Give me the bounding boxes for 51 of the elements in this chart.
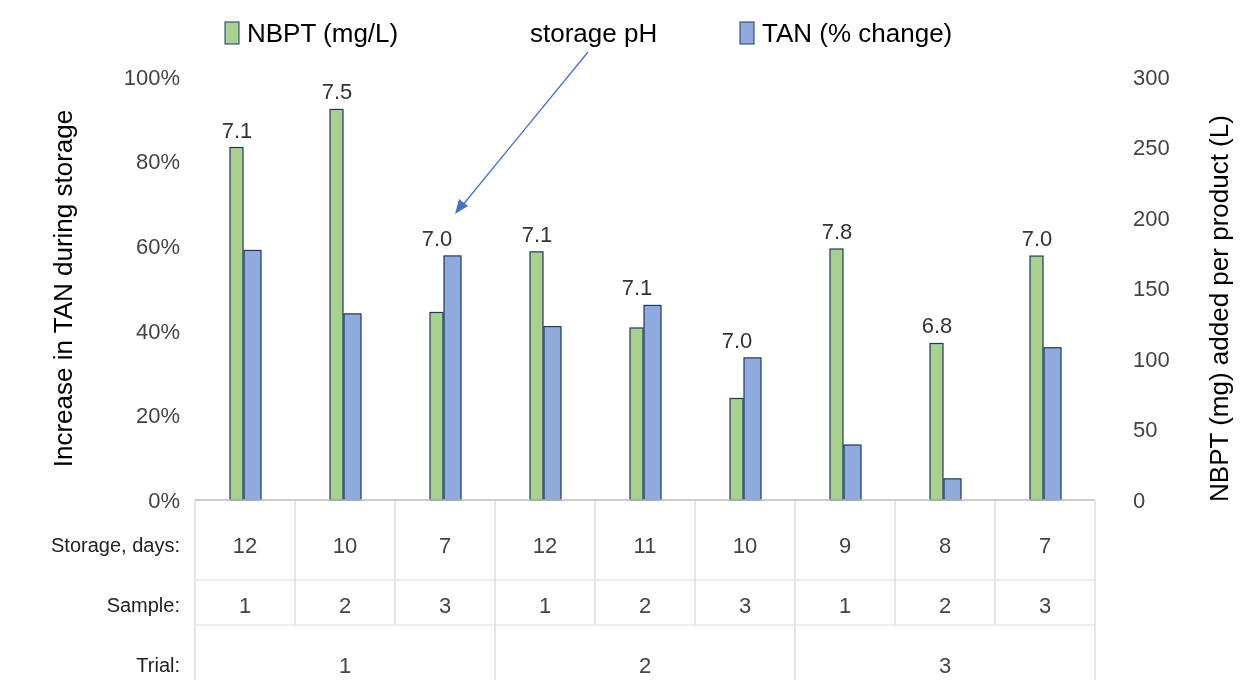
text: 2: [638, 652, 652, 678]
text: 2: [638, 592, 652, 618]
y2-tick-label: 50: [1133, 417, 1158, 443]
y2-tick-label: 0: [1133, 487, 1146, 513]
y2-tick-label: 150: [1133, 276, 1170, 302]
legend-label: TAN (% change): [762, 18, 953, 49]
text: Storage, days:: [51, 534, 180, 556]
annotation: 7.8: [821, 219, 853, 245]
x-tick-label: 9: [838, 532, 852, 558]
text: 2: [338, 592, 352, 618]
legend-label: NBPT (mg/L): [247, 18, 399, 49]
annotation: 7.1: [221, 117, 253, 143]
annotation: 7.1: [521, 221, 553, 247]
x-tick-label: 10: [332, 532, 358, 558]
y-tick-label: 20%: [135, 403, 180, 429]
text: Trial:: [136, 654, 180, 676]
text: 3: [738, 592, 752, 618]
y-tick-label: 40%: [135, 318, 180, 344]
y2-tick-label: 300: [1133, 64, 1170, 90]
x-tick-label: 7: [438, 532, 452, 558]
x-tick-label: 12: [232, 532, 258, 558]
y-axis-title: Increase in TAN during storage: [48, 109, 78, 468]
x-tick-label: 8: [938, 532, 952, 558]
y-tick-label: 0%: [148, 487, 180, 513]
x-tick-label: 11: [633, 532, 657, 558]
y-tick-label: 60%: [135, 233, 180, 259]
text: 1: [538, 592, 552, 618]
text: 2: [938, 592, 952, 618]
annotation: 6.8: [921, 313, 953, 339]
x-tick-label: 7: [1038, 532, 1052, 558]
x-tick-label: 10: [732, 532, 758, 558]
annotation: 7.5: [321, 79, 353, 105]
text: 1: [338, 652, 352, 678]
text: 1: [838, 592, 852, 618]
x-tick-label: 12: [532, 532, 558, 558]
text: Sample:: [106, 594, 180, 616]
annotation: 7.0: [721, 327, 753, 353]
text: 3: [938, 652, 952, 678]
y-tick-label: 100%: [123, 64, 180, 90]
annotation: 7.0: [421, 225, 453, 251]
y2-tick-label: 100: [1133, 346, 1170, 372]
y-tick-label: 80%: [135, 149, 180, 175]
text: storage pH: [530, 18, 658, 49]
annotation: 7.0: [1021, 226, 1053, 252]
annotation: 7.1: [621, 275, 653, 301]
text: 3: [438, 592, 452, 618]
y2-axis-title: NBPT (mg) added per product (L): [1204, 115, 1234, 502]
y2-tick-label: 250: [1133, 135, 1170, 161]
text: 3: [1038, 592, 1052, 618]
text: 1: [238, 592, 252, 618]
y2-tick-label: 200: [1133, 205, 1170, 231]
